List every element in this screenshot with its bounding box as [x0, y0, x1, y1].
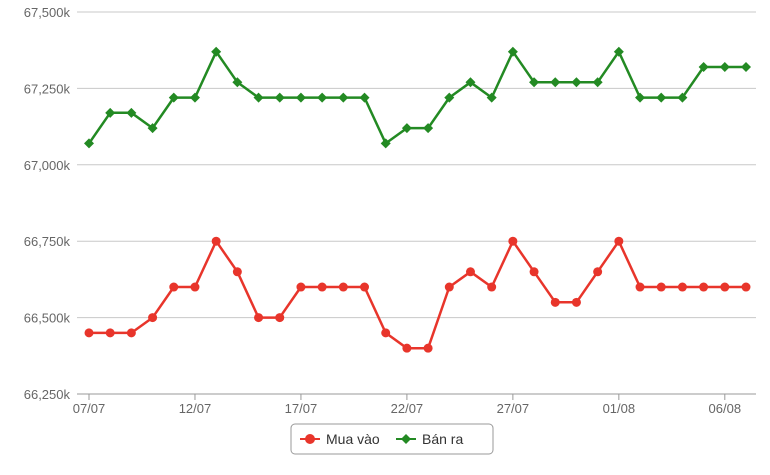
data-point-mua-vao	[487, 282, 497, 292]
y-tick-label: 66,250k	[24, 387, 71, 402]
data-point-ban-ra	[613, 46, 624, 57]
data-point-ban-ra	[147, 123, 158, 134]
data-point-mua-vao	[232, 267, 242, 277]
x-tick-label: 22/07	[391, 401, 424, 416]
y-tick-label: 66,500k	[24, 311, 71, 326]
data-point-ban-ra	[656, 92, 667, 103]
data-point-ban-ra	[677, 92, 688, 103]
data-point-mua-vao	[402, 343, 412, 353]
data-point-ban-ra	[126, 107, 137, 118]
data-point-mua-vao	[169, 282, 179, 292]
data-point-mua-vao	[126, 328, 136, 338]
legend-box	[290, 423, 494, 455]
data-point-ban-ra	[550, 77, 561, 88]
data-point-ban-ra	[105, 107, 116, 118]
data-point-mua-vao	[360, 282, 370, 292]
data-point-ban-ra	[359, 92, 370, 103]
x-axis	[77, 393, 756, 400]
data-point-mua-vao	[593, 267, 603, 277]
legend-label-ban-ra: Bán ra	[422, 431, 463, 447]
data-point-mua-vao	[529, 267, 539, 277]
data-point-ban-ra	[338, 92, 349, 103]
data-point-ban-ra	[232, 77, 243, 88]
data-point-ban-ra	[423, 123, 434, 134]
x-tick-label: 07/07	[73, 401, 106, 416]
data-point-ban-ra	[571, 77, 582, 88]
data-point-ban-ra	[274, 92, 285, 103]
series-line-ban-ra	[87, 50, 746, 145]
data-point-mua-vao	[296, 282, 306, 292]
data-point-ban-ra	[189, 92, 200, 103]
data-point-mua-vao	[317, 282, 327, 292]
data-point-mua-vao	[571, 297, 581, 307]
x-tick-label: 17/07	[285, 401, 318, 416]
data-point-mua-vao	[508, 236, 518, 246]
data-point-mua-vao	[550, 297, 560, 307]
data-point-ban-ra	[317, 92, 328, 103]
legend-label-mua-vao: Mua vào	[326, 431, 380, 447]
y-tick-label: 66,750k	[24, 234, 71, 249]
data-point-ban-ra	[529, 77, 540, 88]
data-point-mua-vao	[105, 328, 115, 338]
x-tick-label: 27/07	[497, 401, 530, 416]
data-point-ban-ra	[719, 62, 730, 73]
legend-marker-diamond-icon	[401, 434, 411, 444]
data-point-mua-vao	[656, 282, 666, 292]
data-point-mua-vao	[148, 313, 158, 323]
legend-marker-circle-icon	[305, 434, 315, 444]
data-point-ban-ra	[741, 62, 751, 73]
data-point-mua-vao	[741, 282, 751, 292]
series-line-mua-vao	[89, 239, 746, 350]
data-point-mua-vao	[635, 282, 645, 292]
y-tick-label: 67,250k	[24, 81, 71, 96]
data-point-ban-ra	[211, 46, 222, 57]
data-point-mua-vao	[423, 343, 433, 353]
data-point-mua-vao	[275, 313, 285, 323]
data-point-ban-ra	[401, 123, 412, 134]
legend-item-ban-ra[interactable]: Bán ra	[396, 431, 463, 447]
data-point-mua-vao	[84, 328, 94, 338]
x-tick-label: 06/08	[709, 401, 742, 416]
data-point-ban-ra	[444, 92, 455, 103]
data-point-ban-ra	[253, 92, 264, 103]
data-point-mua-vao	[677, 282, 687, 292]
data-point-mua-vao	[211, 236, 221, 246]
data-point-mua-vao	[699, 282, 709, 292]
y-axis-labels: 66,250k 66,500k 66,750k 67,000k 67,250k 67,50…	[24, 5, 71, 402]
data-point-ban-ra	[168, 92, 179, 103]
series-group	[84, 46, 751, 353]
y-tick-label: 67,000k	[24, 158, 71, 173]
data-point-ban-ra	[380, 138, 391, 149]
x-tick-label: 01/08	[603, 401, 636, 416]
data-point-ban-ra	[295, 92, 306, 103]
data-point-mua-vao	[720, 282, 730, 292]
gridlines	[77, 11, 756, 319]
series-mua-vao	[84, 236, 751, 353]
x-axis-labels: 07/07 12/07 17/07 22/07 27/07 01/08 06/08	[73, 401, 741, 416]
y-tick-label: 67,500k	[24, 5, 71, 20]
data-point-ban-ra	[507, 46, 518, 57]
legend-item-mua-vao[interactable]: Mua vào	[300, 431, 380, 447]
data-point-mua-vao	[444, 282, 454, 292]
data-point-ban-ra	[465, 77, 476, 88]
series-ban-ra	[84, 46, 751, 149]
data-point-mua-vao	[381, 328, 391, 338]
x-tick-label: 12/07	[179, 401, 212, 416]
data-point-ban-ra	[635, 92, 646, 103]
data-point-ban-ra	[84, 138, 94, 149]
data-point-mua-vao	[465, 267, 475, 277]
data-point-mua-vao	[190, 282, 200, 292]
data-point-mua-vao	[614, 236, 624, 246]
data-point-ban-ra	[592, 77, 603, 88]
data-point-ban-ra	[486, 92, 497, 103]
data-point-mua-vao	[338, 282, 348, 292]
data-point-ban-ra	[698, 62, 709, 73]
legend: Mua vào Bán ra	[290, 423, 494, 455]
data-point-mua-vao	[254, 313, 264, 323]
